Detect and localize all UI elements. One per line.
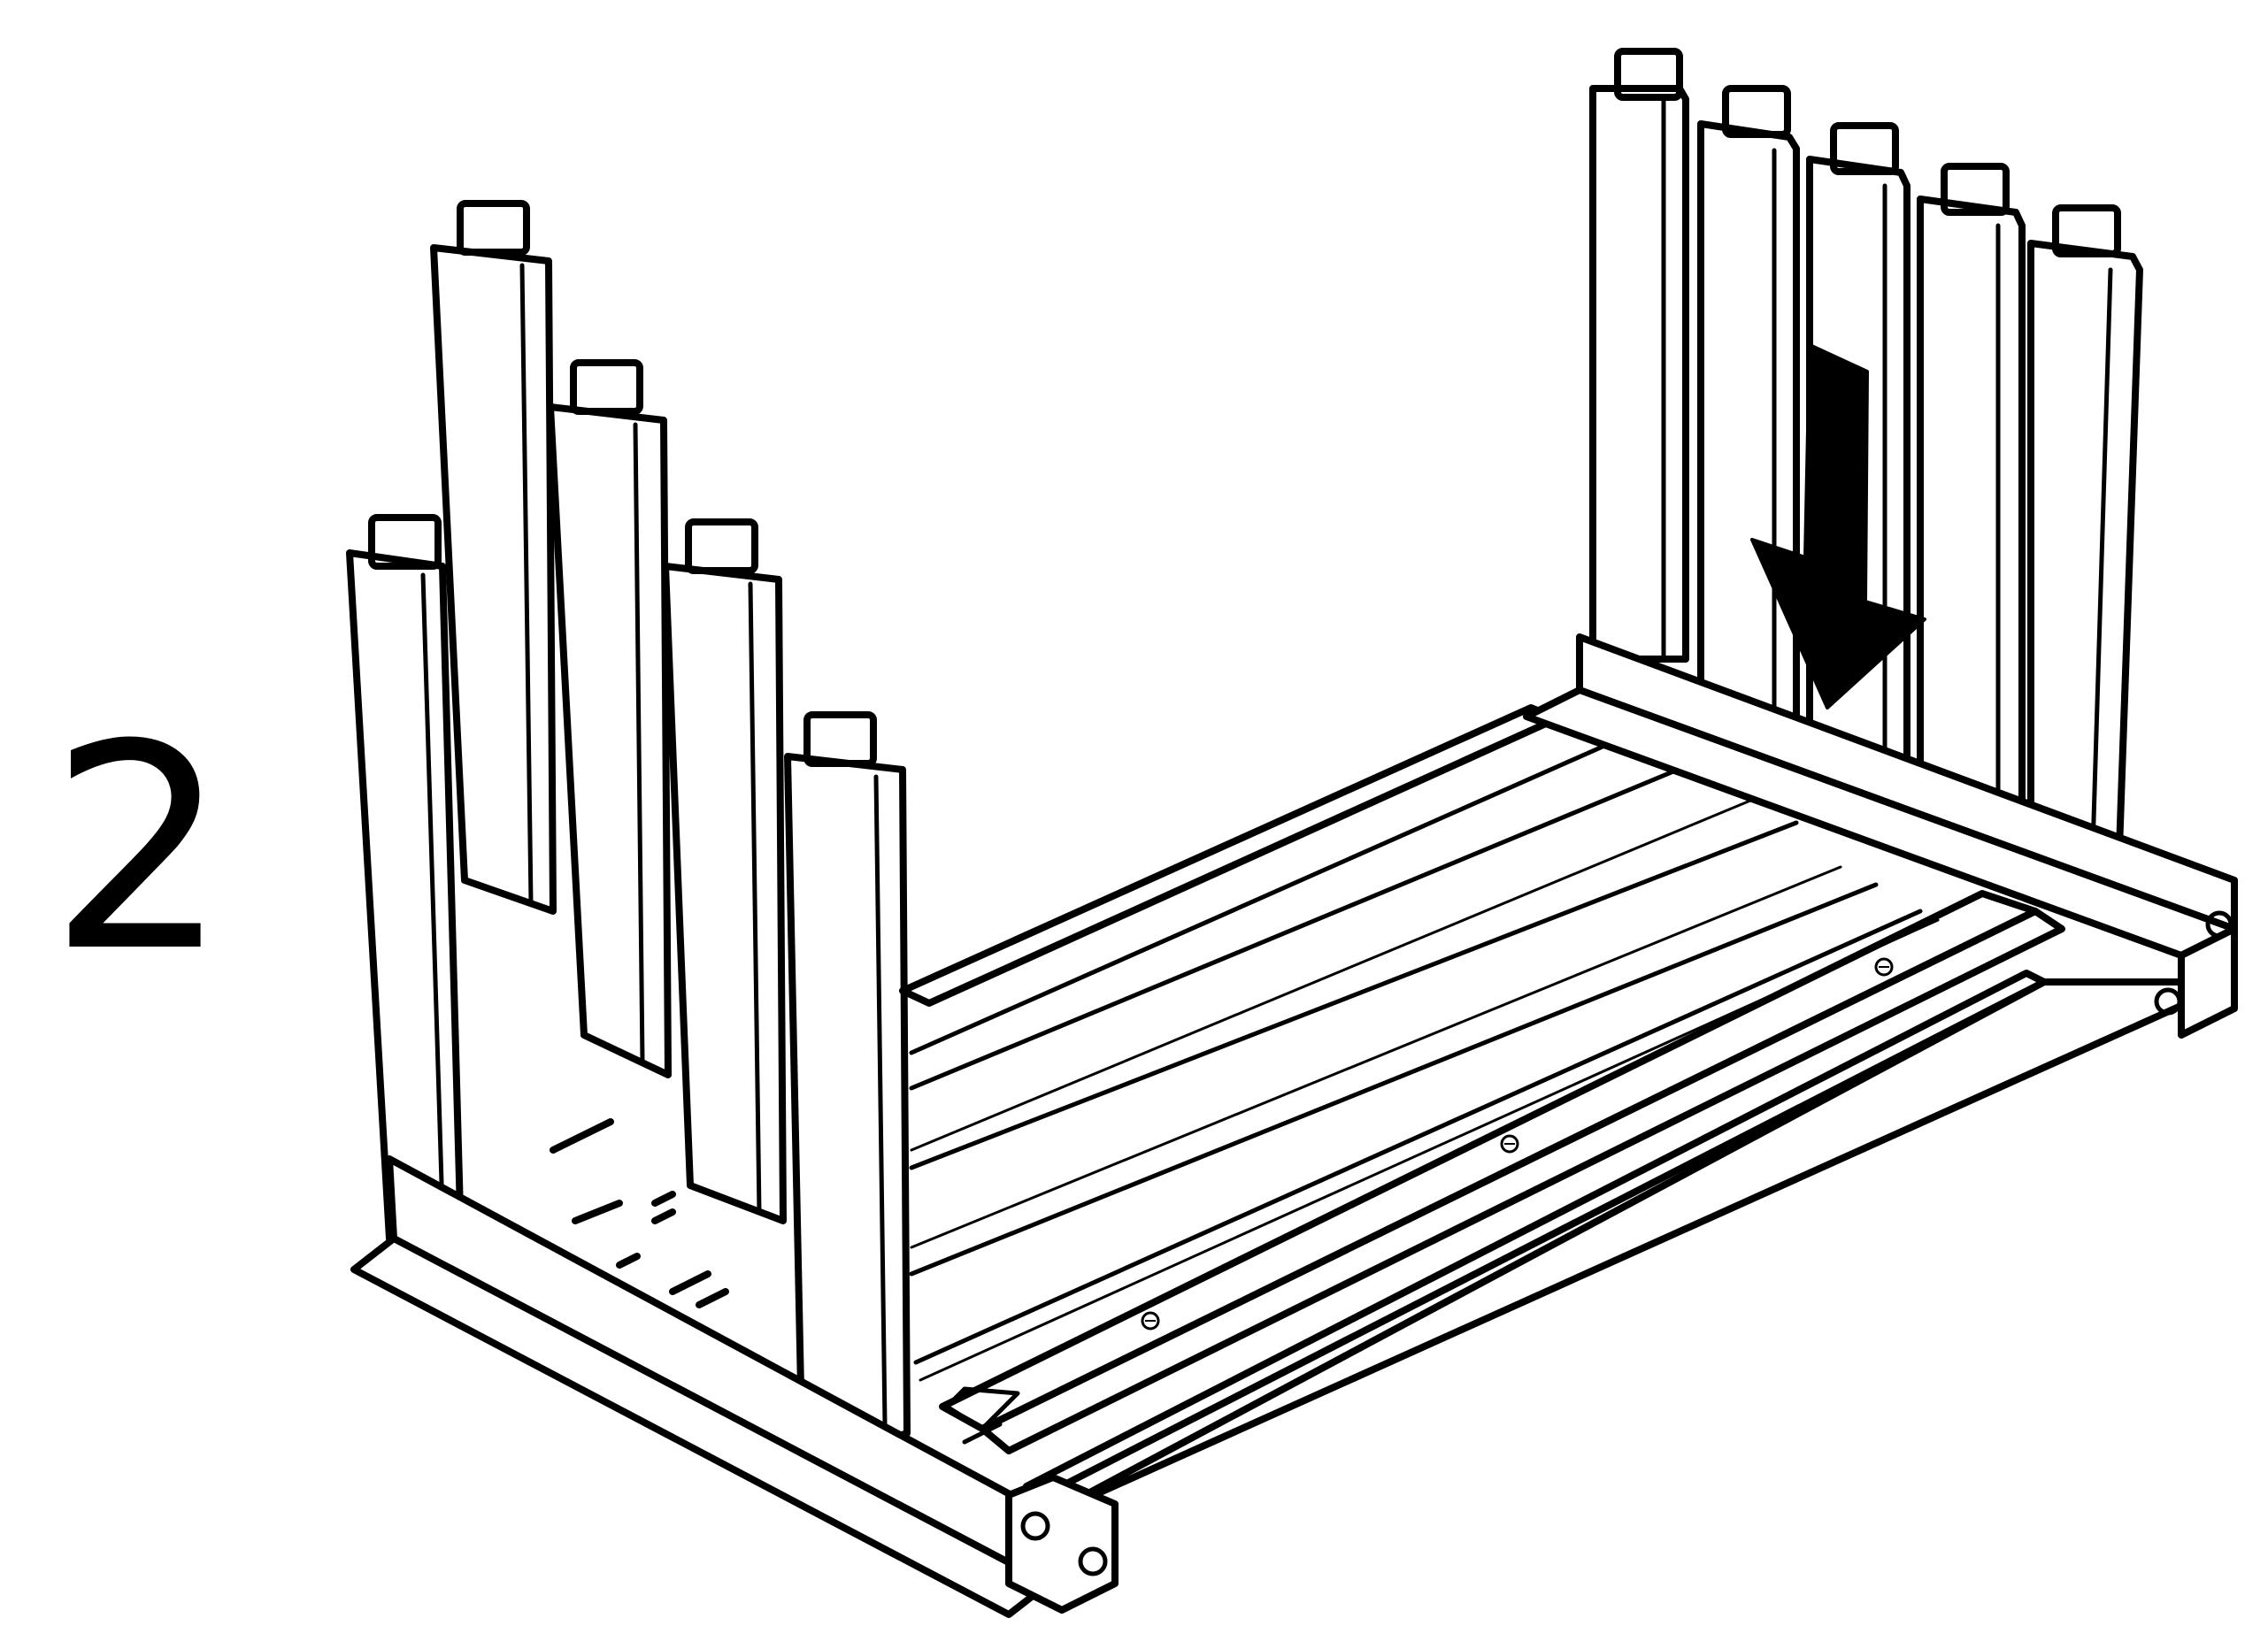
right-slat-4: [1917, 163, 2026, 813]
down-arrow-icon: [1750, 343, 1926, 709]
left-slat-4: [662, 518, 787, 1224]
dowel-icon: [2205, 910, 2233, 939]
left-backrest: [346, 200, 1119, 1618]
right-slat-2: [1697, 85, 1800, 729]
screw-markers: [1141, 957, 1894, 1331]
dowel-icon: [1020, 1511, 1050, 1541]
left-slat-2: [547, 359, 672, 1078]
step-number: 2: [49, 685, 229, 1014]
right-slat-5: [2027, 204, 2143, 853]
left-slat-3: [346, 514, 464, 1242]
left-slat-5: [784, 711, 911, 1441]
right-slat-1: [1589, 48, 1689, 663]
right-backrest: [1523, 48, 2238, 1039]
dowel-icon: [2154, 987, 2182, 1016]
left-slat-1: [430, 200, 557, 915]
dowel-icon: [1078, 1546, 1108, 1576]
